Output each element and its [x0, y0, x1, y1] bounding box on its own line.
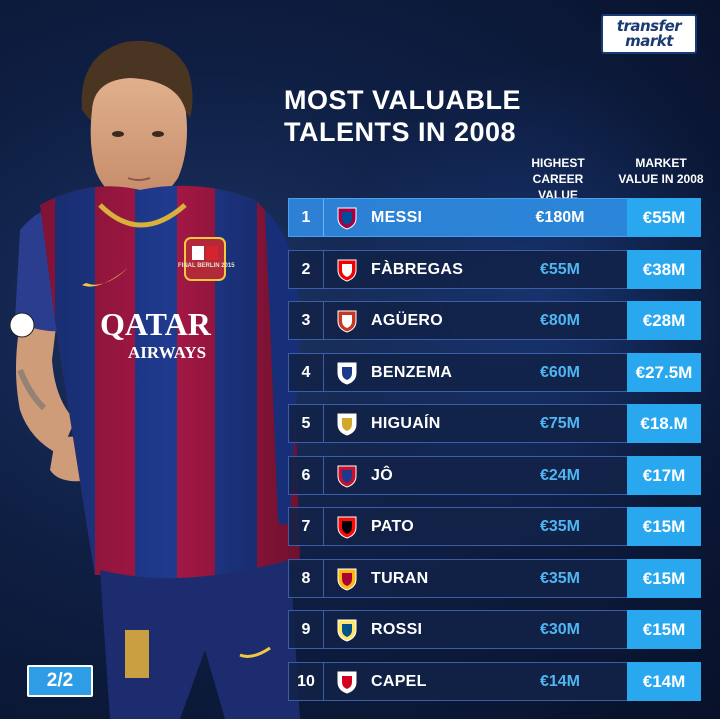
page-title: MOST VALUABLE TALENTS IN 2008: [284, 85, 521, 147]
ranking-row: 1 MESSI €180M €55M: [288, 198, 701, 237]
atletico-crest-icon: [337, 310, 357, 333]
rank-number: 8: [289, 559, 324, 597]
logo-line2: markt: [625, 32, 673, 50]
market-value: €18.M: [627, 404, 701, 443]
player-name: JÔ: [371, 466, 393, 484]
rank-number: 4: [289, 353, 324, 391]
milan-crest-icon: [337, 516, 357, 539]
market-value: €27.5M: [627, 352, 701, 392]
ranking-list: 1 MESSI €180M €55M 2 FÀBREGAS €55M €38M 3 AGÜERO €…: [288, 198, 701, 713]
ranking-row: 7 PATO €35M €15M: [288, 507, 701, 546]
career-value: €55M: [539, 260, 581, 278]
ranking-row: 8 TURAN €35M €15M: [288, 558, 701, 598]
player-name: AGÜERO: [371, 312, 444, 329]
ranking-row: 6 JÔ €24M €17M: [288, 455, 701, 495]
villarreal-crest-icon: [337, 619, 357, 642]
rank-number: 2: [289, 250, 324, 288]
shirt-badge-text: FINAL BERLIN 2015: [178, 263, 235, 269]
ranking-row: 10 CAPEL €14M €14M: [288, 661, 701, 701]
page-indicator[interactable]: 2/2: [27, 665, 93, 697]
career-value: €60M: [539, 363, 581, 381]
rank-number: 10: [289, 662, 324, 700]
career-value: €35M: [539, 518, 581, 535]
real-madrid-crest-icon: [337, 413, 357, 436]
career-value: €35M: [539, 569, 581, 587]
market-value: €15M: [627, 507, 701, 546]
rank-number: 9: [289, 611, 324, 648]
player-name: ROSSI: [371, 621, 423, 638]
player-name: BENZEMA: [371, 363, 453, 381]
market-value: €14M: [627, 661, 701, 701]
career-value: €30M: [539, 621, 581, 638]
rank-number: 7: [289, 508, 324, 545]
player-name: TURAN: [371, 569, 429, 587]
market-value: €15M: [627, 610, 701, 649]
career-value: €75M: [539, 415, 581, 432]
barcelona-crest-icon: [337, 207, 357, 230]
logo-line1: transfer: [616, 17, 682, 35]
player-name: FÀBREGAS: [371, 260, 464, 278]
sevilla-crest-icon: [337, 671, 357, 694]
market-value: €17M: [627, 455, 701, 495]
player-photo: FINAL BERLIN 2015 QATAR AIRWAYS: [9, 40, 300, 719]
shirt-sponsor-line2: AIRWAYS: [128, 343, 206, 362]
ranking-row: 9 ROSSI €30M €15M: [288, 610, 701, 649]
player-name: PATO: [371, 518, 414, 535]
transfermarkt-logo: transfer markt: [601, 14, 697, 54]
career-value: €24M: [539, 466, 581, 484]
rank-number: 5: [289, 405, 324, 442]
column-header-market-value: MARKET VALUE IN 2008: [618, 156, 704, 186]
market-value: €15M: [627, 558, 701, 598]
cska-crest-icon: [337, 465, 357, 488]
column-header-career-value: HIGHEST CAREER VALUE: [531, 156, 585, 202]
ranking-row: 5 HIGUAÍN €75M €18.M: [288, 404, 701, 443]
shirt-sponsor-line1: QATAR: [100, 306, 212, 342]
player-name: MESSI: [371, 209, 423, 226]
player-name: CAPEL: [371, 672, 427, 690]
ranking-row: 3 AGÜERO €80M €28M: [288, 301, 701, 340]
arsenal-crest-icon: [337, 259, 357, 282]
rank-number: 3: [289, 302, 324, 339]
market-value: €38M: [627, 249, 701, 289]
lyon-crest-icon: [337, 362, 357, 385]
ranking-row: 4 BENZEMA €60M €27.5M: [288, 352, 701, 392]
market-value: €28M: [627, 301, 701, 340]
galatasaray-crest-icon: [337, 568, 357, 591]
player-name: HIGUAÍN: [371, 415, 441, 432]
rank-number: 6: [289, 456, 324, 494]
rank-number: 1: [289, 199, 324, 236]
market-value: €55M: [627, 198, 701, 237]
career-value: €80M: [539, 312, 581, 329]
career-value: €14M: [539, 672, 581, 690]
ranking-row: 2 FÀBREGAS €55M €38M: [288, 249, 701, 289]
career-value: €180M: [535, 209, 585, 226]
